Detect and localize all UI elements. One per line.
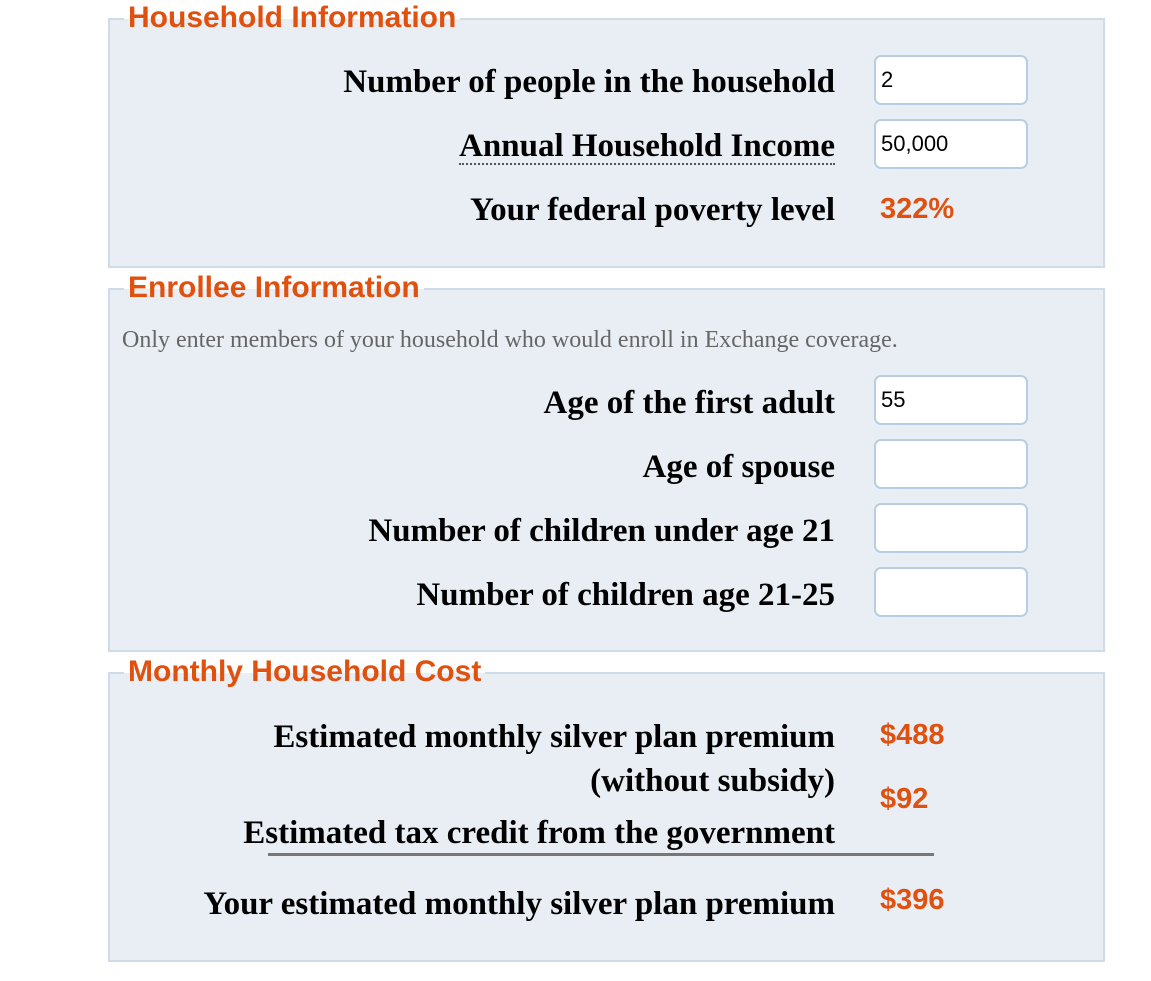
first-adult-age-label: Age of the first adult (543, 385, 835, 421)
children-21-25-label: Number of children age 21-25 (416, 577, 835, 613)
enrollee-information-legend: Enrollee Information (124, 268, 424, 308)
annual-income-input[interactable] (874, 119, 1028, 169)
enrollee-information-panel: Enrollee Information Only enter members … (108, 268, 1105, 652)
household-information-panel: Household Information Number of people i… (108, 0, 1105, 268)
subtotal-divider (268, 853, 934, 856)
tax-credit-value: $92 (880, 783, 929, 815)
annual-income-label[interactable]: Annual Household Income (459, 128, 835, 165)
monthly-household-cost-legend: Monthly Household Cost (124, 652, 486, 692)
federal-poverty-level-label: Your federal poverty level (469, 192, 835, 228)
net-premium-value: $396 (880, 884, 945, 916)
premium-without-subsidy-label-line2: (without subsidy) (590, 763, 835, 799)
people-in-household-label: Number of people in the household (343, 64, 835, 100)
household-information-legend: Household Information (124, 0, 461, 38)
spouse-age-input[interactable] (874, 439, 1028, 489)
first-adult-age-input[interactable] (874, 375, 1028, 425)
children-under-21-input[interactable] (874, 503, 1028, 553)
spouse-age-label: Age of spouse (642, 449, 835, 485)
net-premium-label: Your estimated monthly silver plan premi… (203, 886, 835, 922)
tax-credit-label: Estimated tax credit from the government (243, 815, 835, 851)
children-under-21-label: Number of children under age 21 (368, 513, 835, 549)
premium-without-subsidy-label-line1: Estimated monthly silver plan premium (273, 719, 835, 755)
premium-without-subsidy-value: $488 (880, 719, 945, 751)
federal-poverty-level-value: 322% (880, 193, 955, 225)
monthly-household-cost-panel: Monthly Household Cost Estimated monthly… (108, 652, 1105, 962)
people-in-household-input[interactable] (874, 55, 1028, 105)
enrollee-instruction-text: Only enter members of your household who… (122, 327, 898, 353)
children-21-25-input[interactable] (874, 567, 1028, 617)
